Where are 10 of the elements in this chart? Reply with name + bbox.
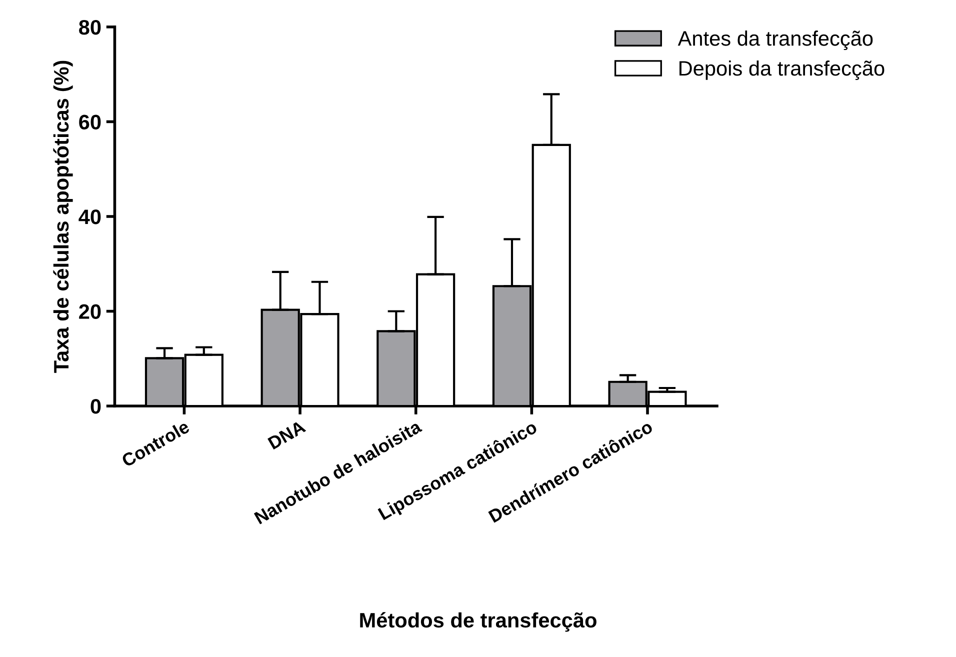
y-axis-title: Taxa de células apoptóticas (%) [53,60,73,373]
y-tick-label: 80 [79,20,101,35]
legend-label: Depois da transfecção [680,60,884,80]
y-tick-label: 0 [90,399,101,414]
y-tick-label: 40 [78,209,101,224]
y-tick-label: 60 [79,114,101,130]
legend-label: Antes da transfecção [678,30,873,50]
y-tick-label: 20 [79,304,101,320]
x-tick-label: DNA [268,420,306,450]
x-axis-title: Métodos de transfecção [360,612,596,632]
